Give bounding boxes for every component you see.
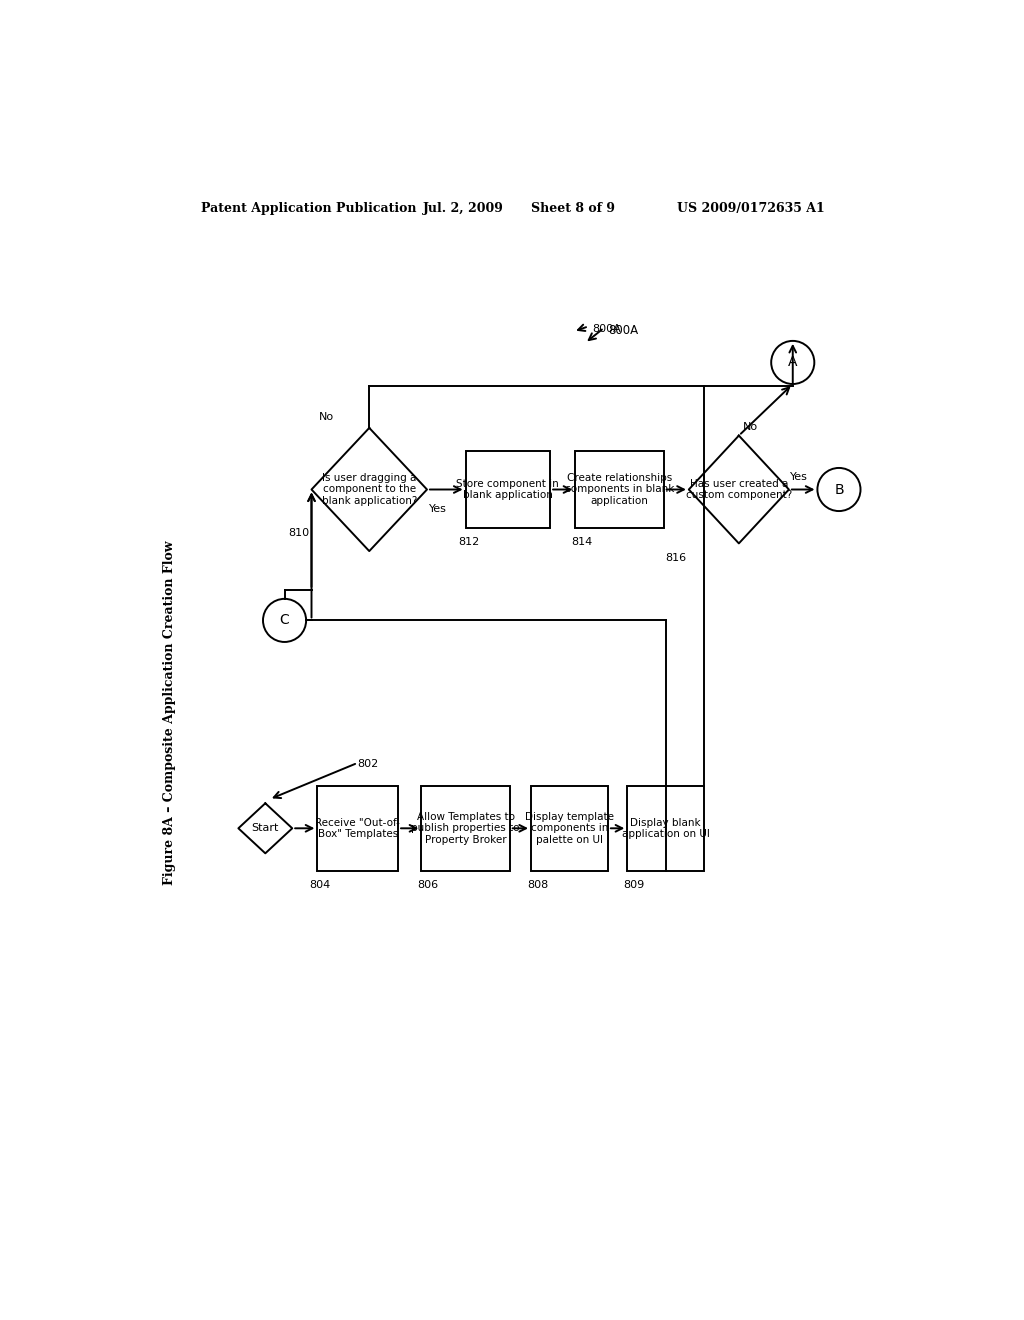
Text: Yes: Yes [791,471,808,482]
Bar [421,785,510,871]
Polygon shape [311,428,427,552]
Text: 804: 804 [309,880,331,890]
Text: Display blank
application on UI: Display blank application on UI [622,817,710,840]
Bar [531,785,608,871]
Circle shape [771,341,814,384]
Text: No: No [742,422,758,432]
Text: 800A: 800A [593,323,622,334]
Text: 806: 806 [418,880,438,890]
Text: 816: 816 [666,553,687,562]
Text: B: B [835,483,844,496]
Text: Receive "Out-of-
Box" Templates: Receive "Out-of- Box" Templates [315,817,400,840]
Text: 802: 802 [357,759,379,770]
Text: A: A [788,355,798,370]
Bar [628,785,705,871]
Bar [317,785,398,871]
Text: Jul. 2, 2009: Jul. 2, 2009 [423,202,504,215]
Text: Figure 8A – Composite Application Creation Flow: Figure 8A – Composite Application Creati… [163,541,175,884]
Text: No: No [319,412,334,422]
Text: Store component in
blank application: Store component in blank application [457,479,559,500]
Text: Is user dragging a
component to the
blank application?: Is user dragging a component to the blan… [322,473,417,506]
Text: 810: 810 [289,528,309,539]
Text: Sheet 8 of 9: Sheet 8 of 9 [531,202,615,215]
Polygon shape [239,804,292,853]
Text: Patent Application Publication: Patent Application Publication [202,202,417,215]
Text: 800A: 800A [608,323,638,337]
Polygon shape [689,436,788,544]
Text: 814: 814 [571,537,593,548]
Text: Start: Start [252,824,279,833]
Text: US 2009/0172635 A1: US 2009/0172635 A1 [677,202,825,215]
Bar [466,451,550,528]
Text: Display template
components in
palette on UI: Display template components in palette o… [525,812,614,845]
Text: 809: 809 [624,880,645,890]
Text: 808: 808 [527,880,549,890]
Circle shape [263,599,306,642]
Circle shape [817,469,860,511]
Text: Create relationships
components in blank
application: Create relationships components in blank… [565,473,674,506]
Text: C: C [280,614,290,627]
Text: Has user created a
custom component?: Has user created a custom component? [686,479,792,500]
Text: Yes: Yes [429,504,446,513]
Text: 812: 812 [458,537,479,548]
Text: Allow Templates to
publish properties to
Property Broker: Allow Templates to publish properties to… [412,812,520,845]
Bar [575,451,664,528]
